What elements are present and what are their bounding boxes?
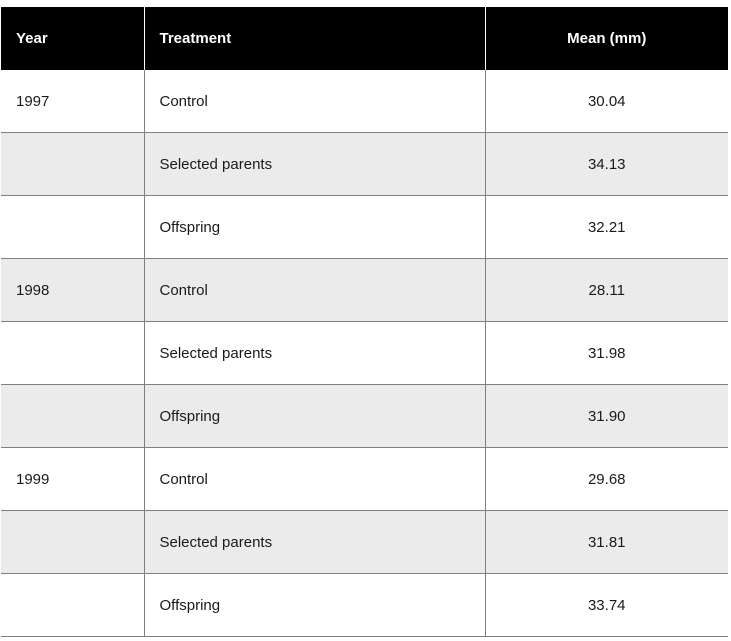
table-row: 1999 Control 29.68 bbox=[1, 447, 728, 511]
cell-treatment: Offspring bbox=[144, 384, 486, 448]
cell-year bbox=[1, 195, 145, 259]
cell-mean: 34.13 bbox=[485, 132, 728, 196]
cell-treatment: Selected parents bbox=[144, 510, 486, 574]
cell-treatment: Selected parents bbox=[144, 321, 486, 385]
cell-treatment: Control bbox=[144, 447, 486, 511]
cell-mean: 31.81 bbox=[485, 510, 728, 574]
cell-mean: 29.68 bbox=[485, 447, 728, 511]
header-row: Year Treatment Mean (mm) bbox=[1, 7, 728, 70]
header-mean: Mean (mm) bbox=[485, 7, 728, 70]
table-row: Offspring 31.90 bbox=[1, 384, 728, 448]
table-row: 1997 Control 30.04 bbox=[1, 70, 728, 133]
cell-year bbox=[1, 384, 145, 448]
cell-year: 1999 bbox=[1, 447, 145, 511]
table-row: Offspring 32.21 bbox=[1, 195, 728, 259]
table-row: Selected parents 34.13 bbox=[1, 132, 728, 196]
cell-year bbox=[1, 132, 145, 196]
table-row: Offspring 33.74 bbox=[1, 573, 728, 637]
data-table: Year Treatment Mean (mm) 1997 Control 30.0… bbox=[1, 7, 728, 637]
data-table-container: Year Treatment Mean (mm) 1997 Control 30.0… bbox=[1, 7, 728, 637]
table-row: Selected parents 31.98 bbox=[1, 321, 728, 385]
cell-mean: 30.04 bbox=[485, 70, 728, 133]
cell-treatment: Selected parents bbox=[144, 132, 486, 196]
cell-mean: 28.11 bbox=[485, 258, 728, 322]
header-treatment: Treatment bbox=[144, 7, 486, 70]
table-row: Selected parents 31.81 bbox=[1, 510, 728, 574]
cell-treatment: Control bbox=[144, 258, 486, 322]
cell-mean: 32.21 bbox=[485, 195, 728, 259]
header-year: Year bbox=[1, 7, 145, 70]
cell-mean: 33.74 bbox=[485, 573, 728, 637]
table-header: Year Treatment Mean (mm) bbox=[1, 7, 728, 70]
cell-treatment: Control bbox=[144, 70, 486, 133]
cell-treatment: Offspring bbox=[144, 195, 486, 259]
cell-year bbox=[1, 510, 145, 574]
cell-year bbox=[1, 321, 145, 385]
cell-mean: 31.98 bbox=[485, 321, 728, 385]
cell-year: 1997 bbox=[1, 70, 145, 133]
cell-year bbox=[1, 573, 145, 637]
table-body: 1997 Control 30.04 Selected parents 34.13 Off… bbox=[1, 70, 728, 637]
cell-mean: 31.90 bbox=[485, 384, 728, 448]
cell-year: 1998 bbox=[1, 258, 145, 322]
table-row: 1998 Control 28.11 bbox=[1, 258, 728, 322]
cell-treatment: Offspring bbox=[144, 573, 486, 637]
